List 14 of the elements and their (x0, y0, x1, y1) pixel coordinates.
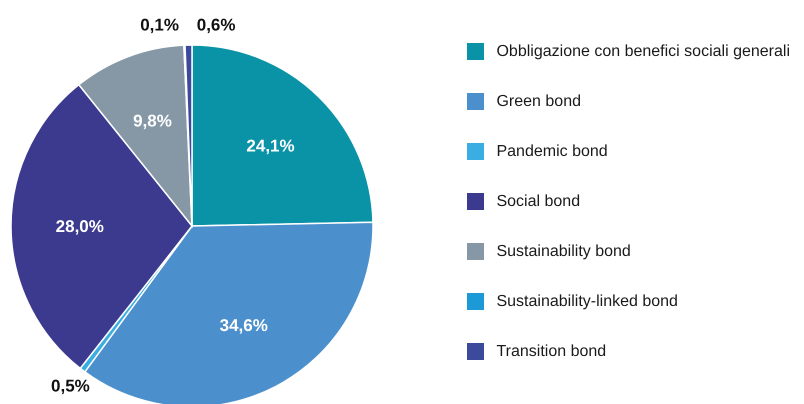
legend-label: Transition bond (496, 343, 606, 360)
legend-label: Sustainability-linked bond (496, 293, 678, 310)
data-label: 0,6% (196, 16, 236, 35)
legend-label: Sustainability bond (496, 243, 631, 260)
data-label: 0,5% (51, 376, 90, 396)
data-label: 9,8% (133, 111, 172, 130)
data-label: 0,1% (140, 16, 179, 35)
legend-label: Social bond (496, 193, 580, 210)
legend-label: Obbligazione con benefici sociali generali (496, 43, 790, 60)
legend-label: Pandemic bond (496, 143, 608, 160)
legend-label: Green bond (496, 93, 581, 110)
data-label: 34,6% (220, 316, 268, 336)
data-label: 24,1% (246, 136, 295, 156)
data-label: 28,0% (56, 217, 104, 236)
